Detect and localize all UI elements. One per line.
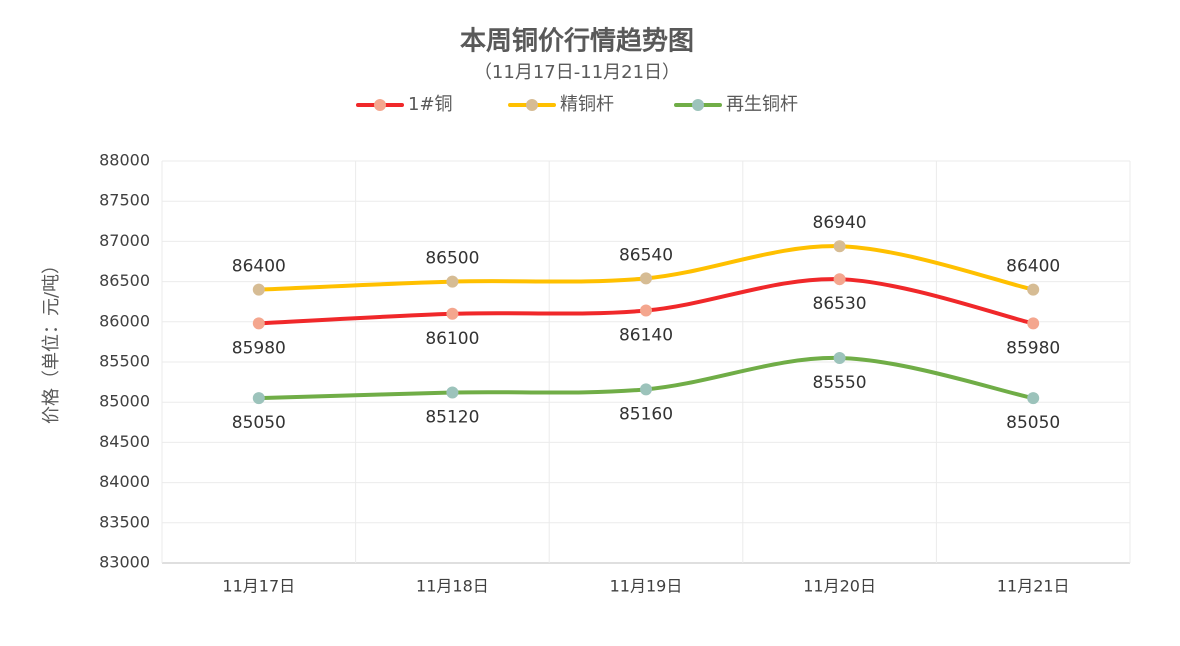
data-label: 85980 [232,338,286,358]
data-point [252,317,265,330]
y-tick-label: 83500 [99,512,150,531]
data-label: 85550 [813,373,867,393]
data-point [640,304,652,317]
y-tick-label: 84500 [99,432,150,451]
data-point [833,240,846,253]
data-point [640,383,652,396]
x-tick-label: 11月18日 [416,577,489,596]
chart-title: 本周铜价行情趋势图 [460,26,694,57]
data-point [833,351,846,364]
data-label: 85050 [1006,413,1060,433]
data-point [1027,317,1040,330]
data-label: 86100 [425,329,479,349]
data-point [640,272,652,285]
legend-marker [692,99,704,111]
x-tick-label: 11月19日 [610,577,683,596]
x-tick-label: 11月17日 [222,577,295,596]
data-label: 85980 [1006,338,1060,358]
data-point [833,273,846,286]
data-point [446,275,459,288]
data-label: 86940 [813,213,867,233]
data-point [1027,283,1040,296]
x-tick-label: 11月20日 [803,577,876,596]
y-tick-label: 85500 [99,352,150,371]
y-tick-label: 86000 [99,311,150,330]
data-point [446,307,459,320]
data-point [1027,392,1040,405]
legend-label: 精铜杆 [560,94,614,115]
y-tick-label: 84000 [99,472,150,491]
data-label: 86400 [232,257,286,277]
data-label: 86540 [619,245,673,265]
data-label: 86530 [813,294,867,314]
data-label: 85050 [232,413,286,433]
y-tick-label: 86500 [99,271,150,290]
chart-subtitle: （11月17日-11月21日） [474,62,680,83]
y-tick-label: 83000 [99,553,150,572]
data-label: 86500 [425,249,479,269]
legend-marker [374,99,386,111]
data-label: 86400 [1006,257,1060,277]
data-label: 85120 [425,408,479,428]
y-tick-label: 87500 [99,191,150,210]
legend-label: 1#铜 [408,94,453,115]
legend-label: 再生铜杆 [726,94,798,115]
legend-marker [526,99,538,111]
y-tick-label: 88000 [99,151,150,170]
y-axis-label: 价格（单位：元/吨） [41,256,62,424]
data-point [252,392,265,405]
data-label: 86140 [619,326,673,346]
data-label: 85160 [619,404,673,424]
x-tick-label: 11月21日 [997,577,1070,596]
y-tick-label: 85000 [99,392,150,411]
data-point [446,386,459,399]
data-point [252,283,265,296]
y-tick-label: 87000 [99,231,150,250]
